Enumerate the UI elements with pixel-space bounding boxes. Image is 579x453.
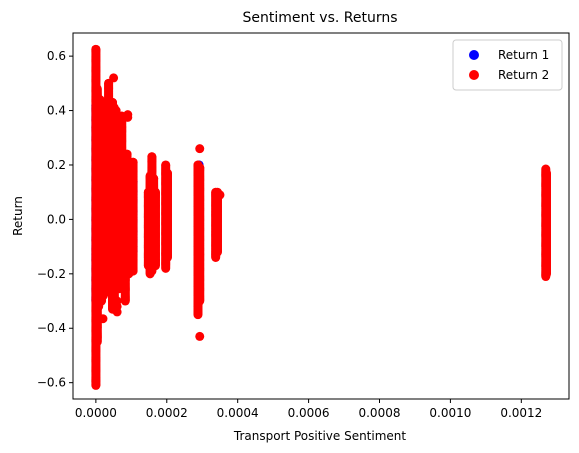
data-point (93, 84, 102, 93)
data-point (149, 174, 158, 183)
data-point (123, 150, 132, 159)
data-point (147, 152, 156, 161)
data-point (151, 188, 160, 197)
chart-title: Sentiment vs. Returns (242, 10, 397, 26)
